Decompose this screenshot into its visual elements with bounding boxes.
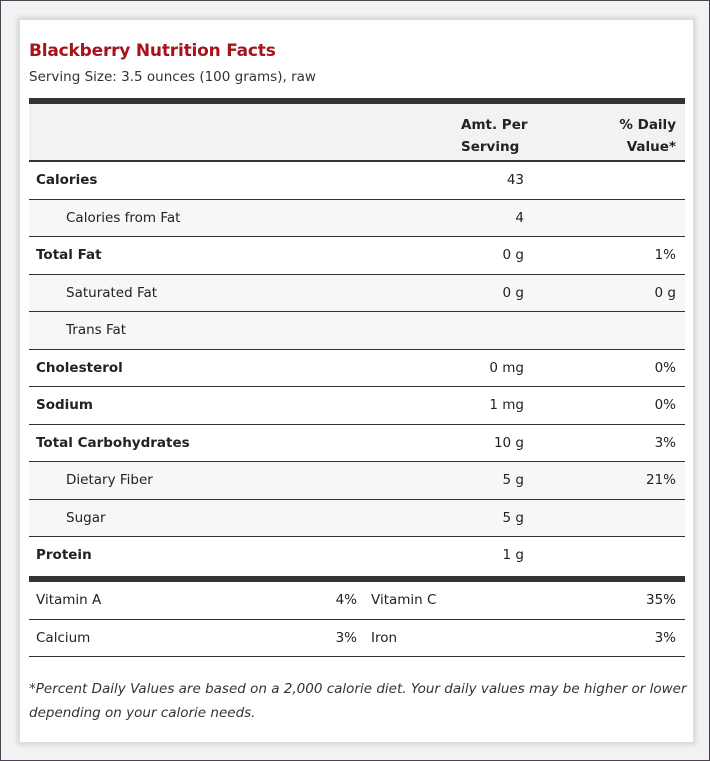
table-row: Sugar 5 g [29,499,685,537]
table-row: Sodium 1 mg 0% [29,387,685,425]
table-row: Saturated Fat 0 g 0 g [29,274,685,312]
header-amount-line2: Serving [461,139,520,155]
nutrient-amount: 5 g [502,509,524,526]
table-row: Total Carbohydrates 10 g 3% [29,425,685,462]
nutrient-daily-value: 0 g [654,284,676,301]
nutrient-amount: 1 g [502,547,524,563]
table-header: Amt. Per Serving % Daily Value* [29,104,685,162]
nutrient-name: Sodium [36,397,93,413]
table-row: Total Fat 0 g 1% [29,237,685,275]
table-row: Dietary Fiber 5 g 21% [29,462,685,500]
nutrient-daily-value: 0% [654,397,676,413]
nutrient-name: Saturated Fat [66,284,158,301]
nutrient-name: Total Carbohydrates [36,434,190,451]
vitamin-name: Vitamin A [36,592,102,608]
top-divider [29,98,685,104]
footnote: *Percent Daily Values are based on a 2,0… [29,681,687,721]
nutrient-name: Protein [36,547,92,563]
nutrient-daily-value: 3% [654,434,676,451]
nutrient-amount: 0 g [502,247,524,263]
header-daily-value: % Daily Value* [619,114,676,158]
nutrition-card: Blackberry Nutrition Facts Serving Size:… [19,19,694,743]
table-row: Calories from Fat 4 [29,199,685,237]
vitamins-divider [29,576,685,582]
table-row: Protein 1 g [29,537,685,575]
nutrient-name: Calories [36,172,98,188]
header-amount-line1: Amt. Per [461,117,528,133]
nutrient-name: Calories from Fat [66,209,181,226]
nutrient-name: Trans Fat [66,322,127,338]
nutrient-daily-value: 0% [654,359,676,376]
nutrient-amount: 0 mg [489,359,524,376]
header-dv-line2: Value* [626,139,676,155]
header-dv-line1: % Daily [619,117,676,133]
nutrient-amount: 4 [515,209,524,226]
nutrient-amount: 43 [506,172,524,188]
vitamin-percent: 3% [335,629,357,646]
nutrient-name: Dietary Fiber [66,472,153,488]
serving-size: Serving Size: 3.5 ounces (100 grams), ra… [29,69,316,85]
nutrient-amount: 5 g [502,472,524,488]
vitamin-percent: 4% [335,592,357,608]
table-row: Trans Fat [29,312,685,350]
vitamin-row: Vitamin A 4% Vitamin C 35% [29,582,685,620]
vitamin-row: Calcium 3% Iron 3% [29,620,685,657]
nutrient-name: Sugar [66,509,106,526]
table-row: Calories 43 [29,162,685,200]
vitamin-percent: 3% [654,629,676,646]
nutrient-amount: 0 g [502,284,524,301]
nutrient-name: Cholesterol [36,359,123,376]
vitamin-percent: 35% [645,592,676,608]
vitamin-name: Vitamin C [371,592,437,608]
nutrient-daily-value: 1% [654,247,676,263]
header-amount: Amt. Per Serving [461,114,541,158]
nutrient-amount: 10 g [493,434,524,451]
nutrient-name: Total Fat [36,247,102,263]
vitamin-name: Calcium [36,629,91,646]
nutrient-daily-value: 21% [645,472,676,488]
table-row: Cholesterol 0 mg 0% [29,350,685,387]
vitamin-name: Iron [371,629,398,646]
nutrient-amount: 1 mg [489,397,524,413]
page-title: Blackberry Nutrition Facts [29,41,276,61]
